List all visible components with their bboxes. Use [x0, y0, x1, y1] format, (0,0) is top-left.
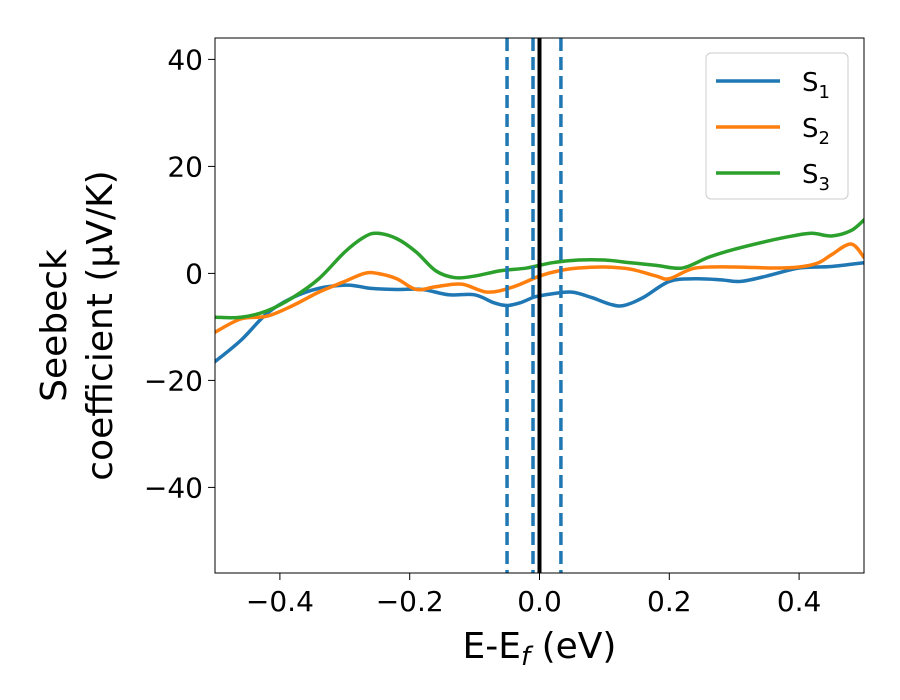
legend-label-s1: S1 [802, 68, 830, 103]
y-tick-label: 40 [167, 43, 203, 76]
legend-label-s2: S2 [802, 114, 830, 149]
y-tick-label: −40 [144, 471, 203, 504]
y-axis-label-line1: Seebeck [34, 249, 75, 402]
y-tick-label: 20 [167, 150, 203, 183]
x-tick-label: 0.4 [777, 585, 822, 618]
y-axis-label: Seebeck coefficient (μV/K) [34, 170, 121, 480]
legend: S1 S2 S3 [705, 52, 849, 200]
x-tick-label: −0.2 [376, 585, 444, 618]
y-axis-label-line2: coefficient (μV/K) [80, 170, 121, 480]
series-line-s3 [215, 218, 864, 320]
x-tick-label: 0.2 [647, 585, 692, 618]
y-tick-label: 0 [185, 257, 203, 290]
x-tick-label: −0.4 [246, 585, 314, 618]
axis-ticks: −0.4 −0.2 0.0 0.2 0.4 −40 −20 0 20 40 [144, 43, 821, 618]
reference-vlines [505, 38, 563, 573]
x-tick-label: 0.0 [517, 585, 562, 618]
x-axis-label: E-Ef (eV) [463, 626, 617, 672]
legend-label-s3: S3 [802, 160, 830, 195]
y-tick-label: −20 [144, 364, 203, 397]
